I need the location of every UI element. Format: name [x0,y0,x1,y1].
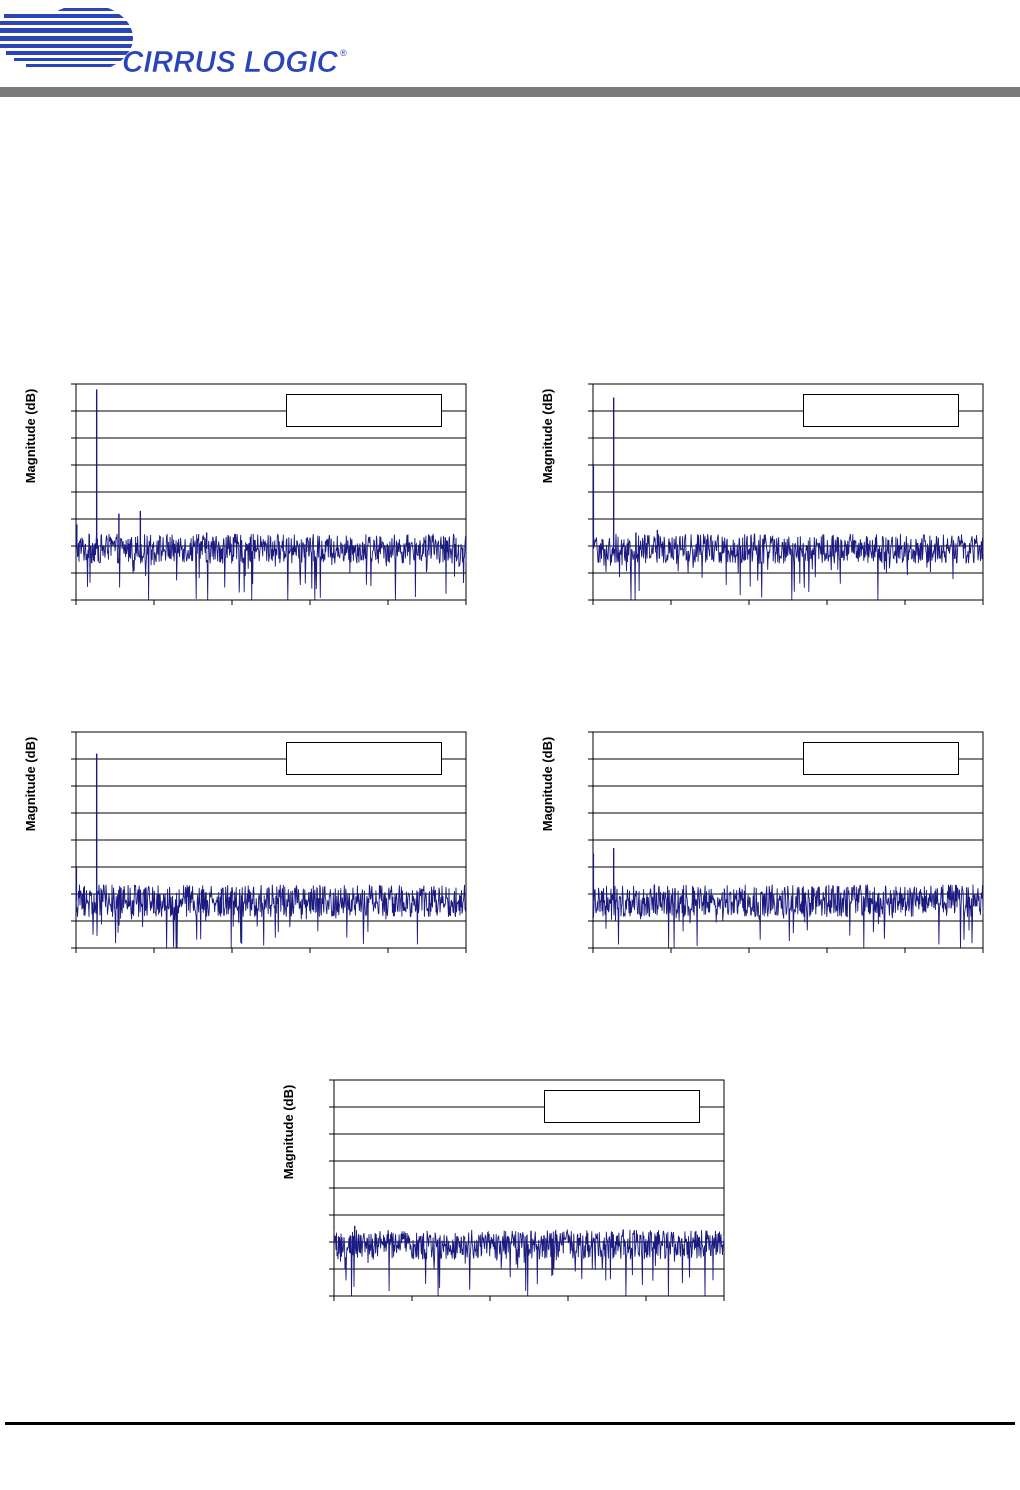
spectrum-trace [592,884,984,948]
cirrus-logic-logo: CIRRUS LOGIC ® [0,0,360,82]
spectrum-trace [75,883,467,948]
fft-plot-4: Magnitude (dB) [533,728,993,968]
fft-chart-4 [588,731,984,953]
header-rule [0,87,1020,97]
fft-chart-5 [329,1079,725,1301]
fft-plot-3: Magnitude (dB) [16,728,476,968]
logo-stripes-icon [0,8,133,67]
logo-wordmark: CIRRUS LOGIC [122,44,339,79]
fft-chart-2 [588,383,984,605]
legend-box [803,742,959,775]
fft-plot-1: Magnitude (dB) [16,380,476,620]
spectrum-trace [333,1228,725,1296]
fft-plot-5: Magnitude (dB) [274,1076,734,1316]
legend-box [544,1090,700,1123]
legend-box [803,394,959,427]
fft-chart-1 [71,383,467,605]
legend-box [286,742,442,775]
spectrum-trace [75,532,467,600]
fft-plot-2: Magnitude (dB) [533,380,993,620]
legend-box [286,394,442,427]
registered-mark: ® [340,48,347,58]
spectrum-trace [592,533,984,600]
footer-rule [5,1422,1015,1425]
